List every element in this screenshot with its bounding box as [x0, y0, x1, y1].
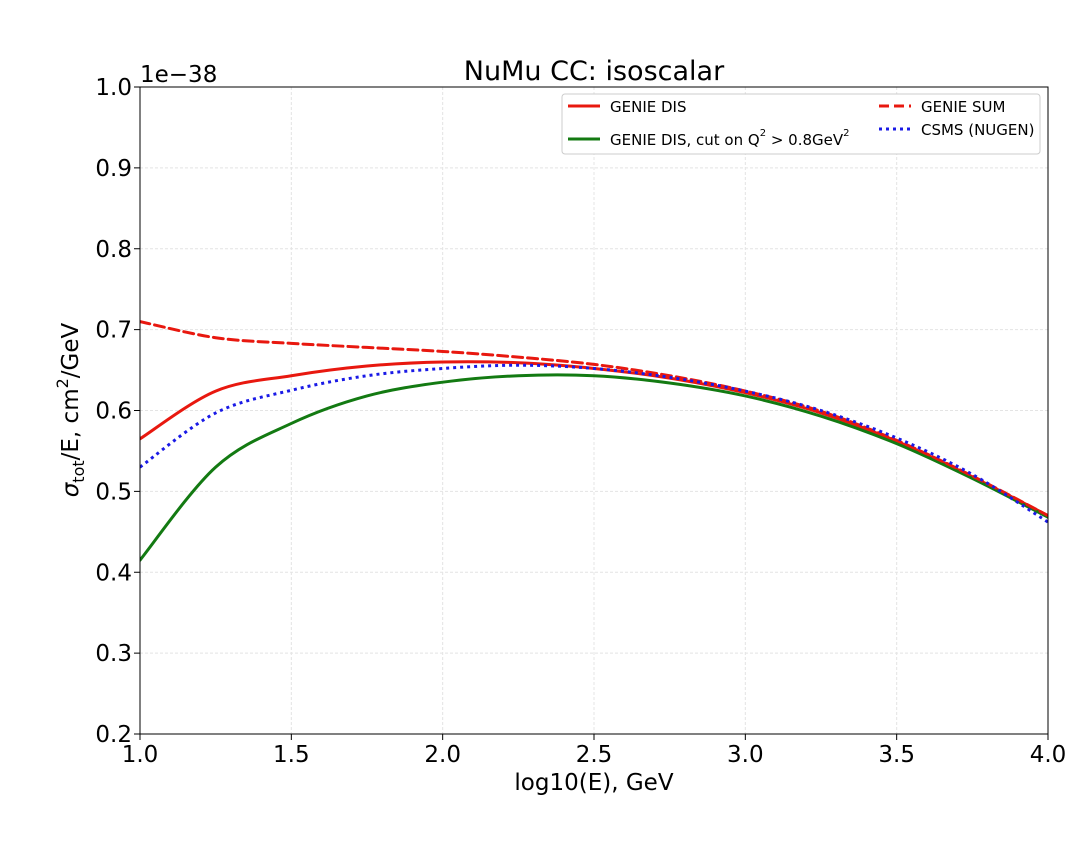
- x-axis-label: log10(E), GeV: [514, 770, 673, 796]
- y-label-superscript: 2: [53, 378, 72, 388]
- legend-label-genie-dis: GENIE DIS: [610, 98, 687, 116]
- y-label-middle: /E, cm: [58, 388, 84, 460]
- x-tick-label: 2.0: [424, 742, 461, 768]
- legend-cut-sup2: 2: [843, 128, 849, 139]
- series-csms-nugen: [140, 363, 1048, 524]
- y-tick-label: 0.9: [95, 156, 132, 182]
- series-genie-sum: [140, 320, 1048, 518]
- series-layer: [140, 320, 1048, 562]
- axis-ticks: 1.0 1.5 2.0 2.5 3.0 3.5 4.0 0.2 0.3 0.4 0.5 0.6 0.7 0…: [95, 75, 1066, 768]
- y-axis-label: σtot/E, cm2/GeV: [53, 322, 88, 497]
- x-tick-label: 1.0: [122, 742, 159, 768]
- y-tick-label: 0.2: [95, 722, 132, 748]
- x-tick-label: 1.5: [273, 742, 310, 768]
- y-tick-label: 0.6: [95, 399, 132, 425]
- y-tick-label: 1.0: [95, 75, 132, 101]
- y-tick-label: 0.3: [95, 641, 132, 667]
- series-genie-dis-cut: [140, 373, 1048, 562]
- x-tick-label: 3.5: [878, 742, 915, 768]
- legend-cut-pre: GENIE DIS, cut on Q: [610, 131, 760, 149]
- y-tick-label: 0.4: [95, 560, 132, 586]
- legend-label-csms: CSMS (NUGEN): [921, 121, 1034, 139]
- y-label-sigma: σ: [58, 481, 84, 497]
- x-tick-label: 2.5: [576, 742, 613, 768]
- legend-cut-mid: > 0.8GeV: [766, 131, 844, 149]
- y-tick-label: 0.7: [95, 318, 132, 344]
- chart-title: NuMu CC: isoscalar: [464, 56, 725, 87]
- x-tick-label: 3.0: [727, 742, 764, 768]
- legend: GENIE DIS GENIE DIS, cut on Q2 > 0.8GeV2…: [561, 93, 1041, 155]
- y-offset-text: 1e−38: [140, 62, 217, 88]
- y-tick-label: 0.8: [95, 237, 132, 263]
- legend-label-genie-sum: GENIE SUM: [921, 98, 1005, 116]
- legend-cut-sup1: 2: [760, 128, 766, 139]
- y-label-end: /GeV: [58, 322, 84, 378]
- legend-label-genie-dis-cut: GENIE DIS, cut on Q2 > 0.8GeV2: [610, 128, 850, 149]
- legend-box: [561, 93, 1041, 155]
- y-label-subscript: tot: [69, 460, 88, 482]
- x-tick-label: 4.0: [1030, 742, 1067, 768]
- y-tick-label: 0.5: [95, 479, 132, 505]
